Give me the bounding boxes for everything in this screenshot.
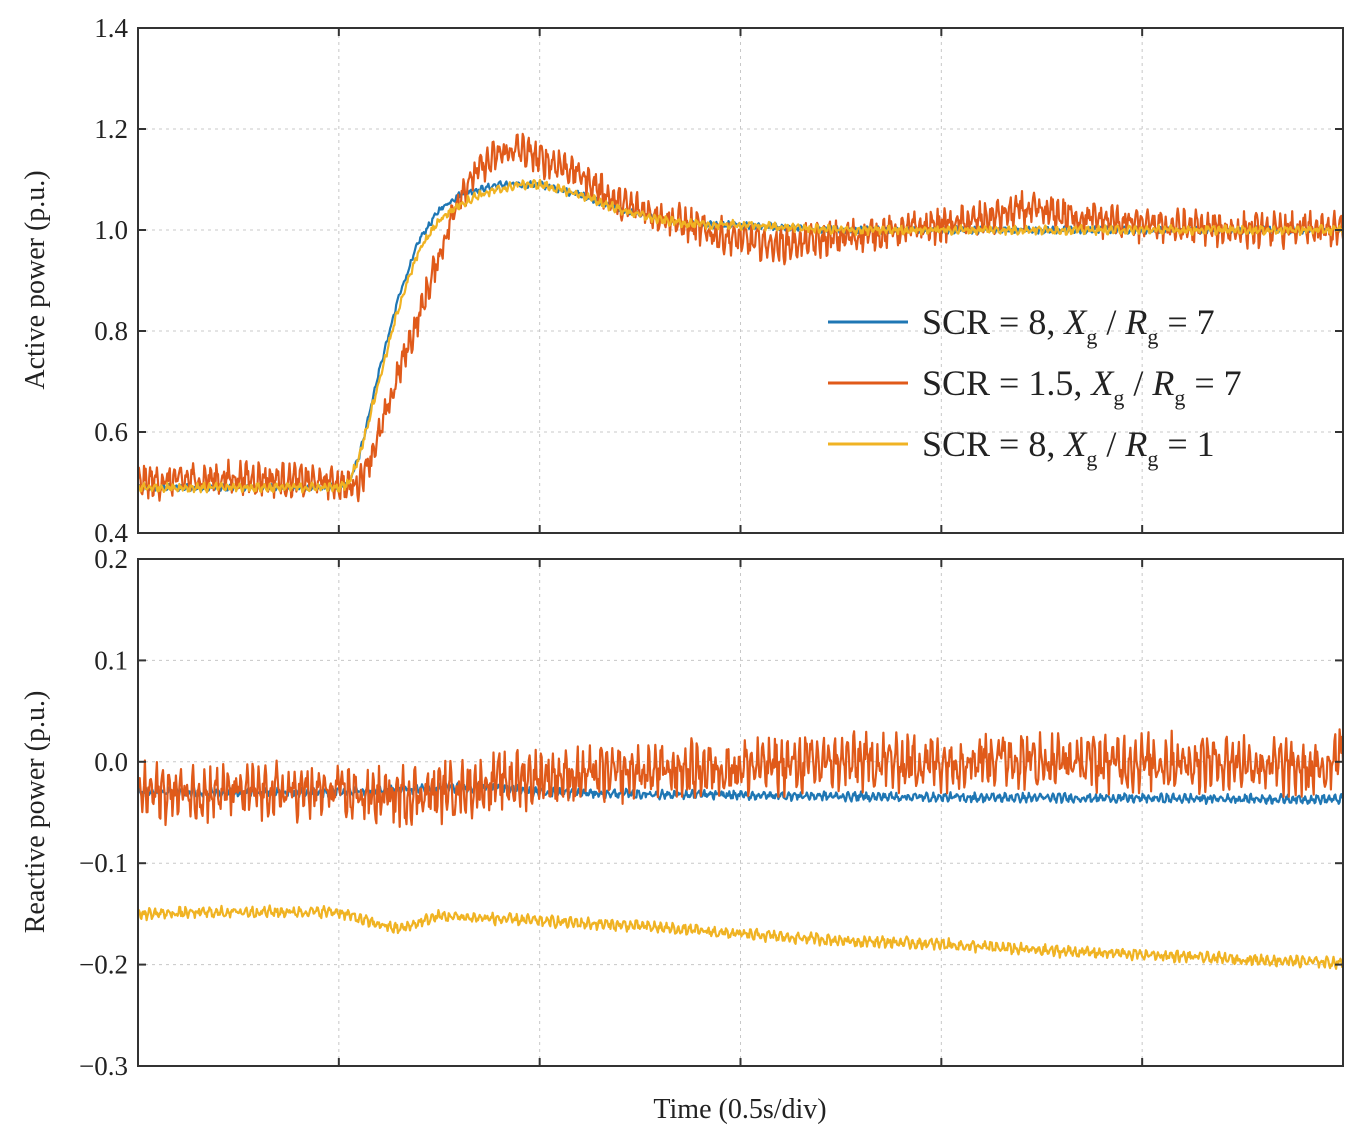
y-tick-label: 0.8 (94, 316, 128, 346)
y-tick-label: −0.1 (79, 848, 128, 878)
y-tick-label: 1.0 (94, 215, 128, 245)
y-axis-title: Active power (p.u.) (20, 170, 51, 389)
x-axis-title: Time (0.5s/div) (653, 1094, 826, 1125)
legend-label: SCR = 8, Xg / Rg = 7 (922, 302, 1215, 349)
reactive-power-panel: 0.2 0.1 0.0 −0.1 −0.2 −0.3 Reactive power (p.u… (20, 544, 1344, 1081)
y-tick-label: 0.2 (94, 544, 128, 574)
y-tick-label: 0.0 (94, 747, 128, 777)
y-tick-label: −0.3 (79, 1051, 128, 1081)
y-axis-title: Reactive power (p.u.) (20, 691, 51, 934)
series-line-3 (138, 904, 1343, 970)
legend: SCR = 8, Xg / Rg = 7 SCR = 1.5, Xg / Rg =… (828, 302, 1242, 471)
active-power-panel: 1.4 1.2 1.0 0.8 0.6 0.4 Active power (p.u.) (20, 13, 1344, 548)
y-tick-label: 0.1 (94, 645, 128, 675)
legend-label: SCR = 1.5, Xg / Rg = 7 (922, 363, 1242, 410)
y-tick-label: −0.2 (79, 950, 128, 980)
y-tick-label: 0.6 (94, 417, 128, 447)
y-tick-label: 1.2 (94, 114, 128, 144)
legend-label: SCR = 8, Xg / Rg = 1 (922, 424, 1215, 471)
y-tick-label: 0.4 (94, 518, 128, 548)
y-tick-label: 1.4 (94, 13, 128, 43)
series-line-2 (138, 728, 1343, 828)
series-line-3 (138, 178, 1343, 494)
